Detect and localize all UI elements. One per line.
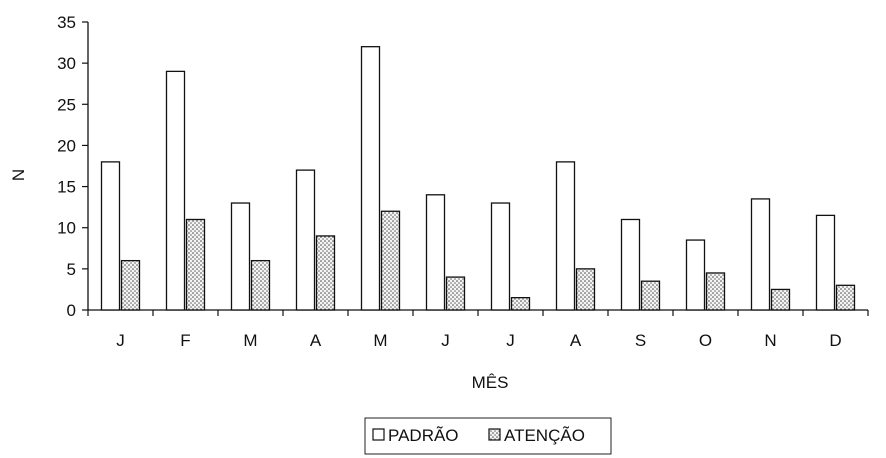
bar-atencao [770,288,791,311]
x-tick-label: M [243,331,257,350]
bar-atencao [510,297,531,311]
legend-label-padrao: PADRÃO [388,426,459,445]
x-tick-label: N [764,331,776,350]
y-tick-label: 20 [57,136,76,155]
bar-atencao [705,272,726,311]
bar-atencao [120,259,141,311]
bar-atencao [575,268,596,311]
legend-frame [364,417,612,455]
x-tick-label: S [635,331,646,350]
legend-swatch-padrao [372,428,385,441]
bar-padrao [620,218,641,311]
tick-labels: 0 5 10 15 20 25 30 35 J F M A M J J A S O N D [57,13,842,350]
bar-atencao [640,280,661,311]
bar-padrao [100,161,121,311]
x-tick-label: D [829,331,841,350]
bar-atencao [835,284,856,311]
bar-padrao [815,214,836,311]
axes [82,21,869,316]
y-tick-label: 25 [57,95,76,114]
bar-padrao [425,194,446,311]
bar-padrao [685,239,706,311]
y-tick-label: 0 [67,301,76,320]
y-axis-title: N [9,169,28,181]
bar-atencao [315,235,336,311]
bar-padrao [165,70,186,311]
bar-padrao [490,202,511,311]
y-tick-label: 15 [57,178,76,197]
x-axis-title: MÊS [472,373,509,392]
x-tick-label: A [570,331,582,350]
legend-label-atencao: ATENÇÃO [504,426,585,445]
bar-padrao [295,169,316,311]
bar-atencao [380,210,401,311]
legend: PADRÃO ATENÇÃO [364,417,612,455]
legend-swatch-atencao [488,428,501,441]
x-tick-label: O [699,331,712,350]
bars [100,46,856,311]
bar-padrao [230,202,251,311]
x-tick-label: J [441,331,450,350]
bar-padrao [360,46,381,311]
x-tick-label: J [116,331,125,350]
bar-padrao [750,198,771,311]
y-tick-label: 10 [57,219,76,238]
x-tick-label: A [310,331,322,350]
y-tick-label: 35 [57,13,76,32]
bar-atencao [185,218,206,311]
bar-atencao [250,259,271,311]
y-tick-label: 5 [67,260,76,279]
x-tick-label: J [506,331,515,350]
bar-padrao [555,161,576,311]
x-tick-label: F [180,331,190,350]
y-tick-label: 30 [57,54,76,73]
bar-atencao [445,276,466,311]
x-tick-label: M [373,331,387,350]
